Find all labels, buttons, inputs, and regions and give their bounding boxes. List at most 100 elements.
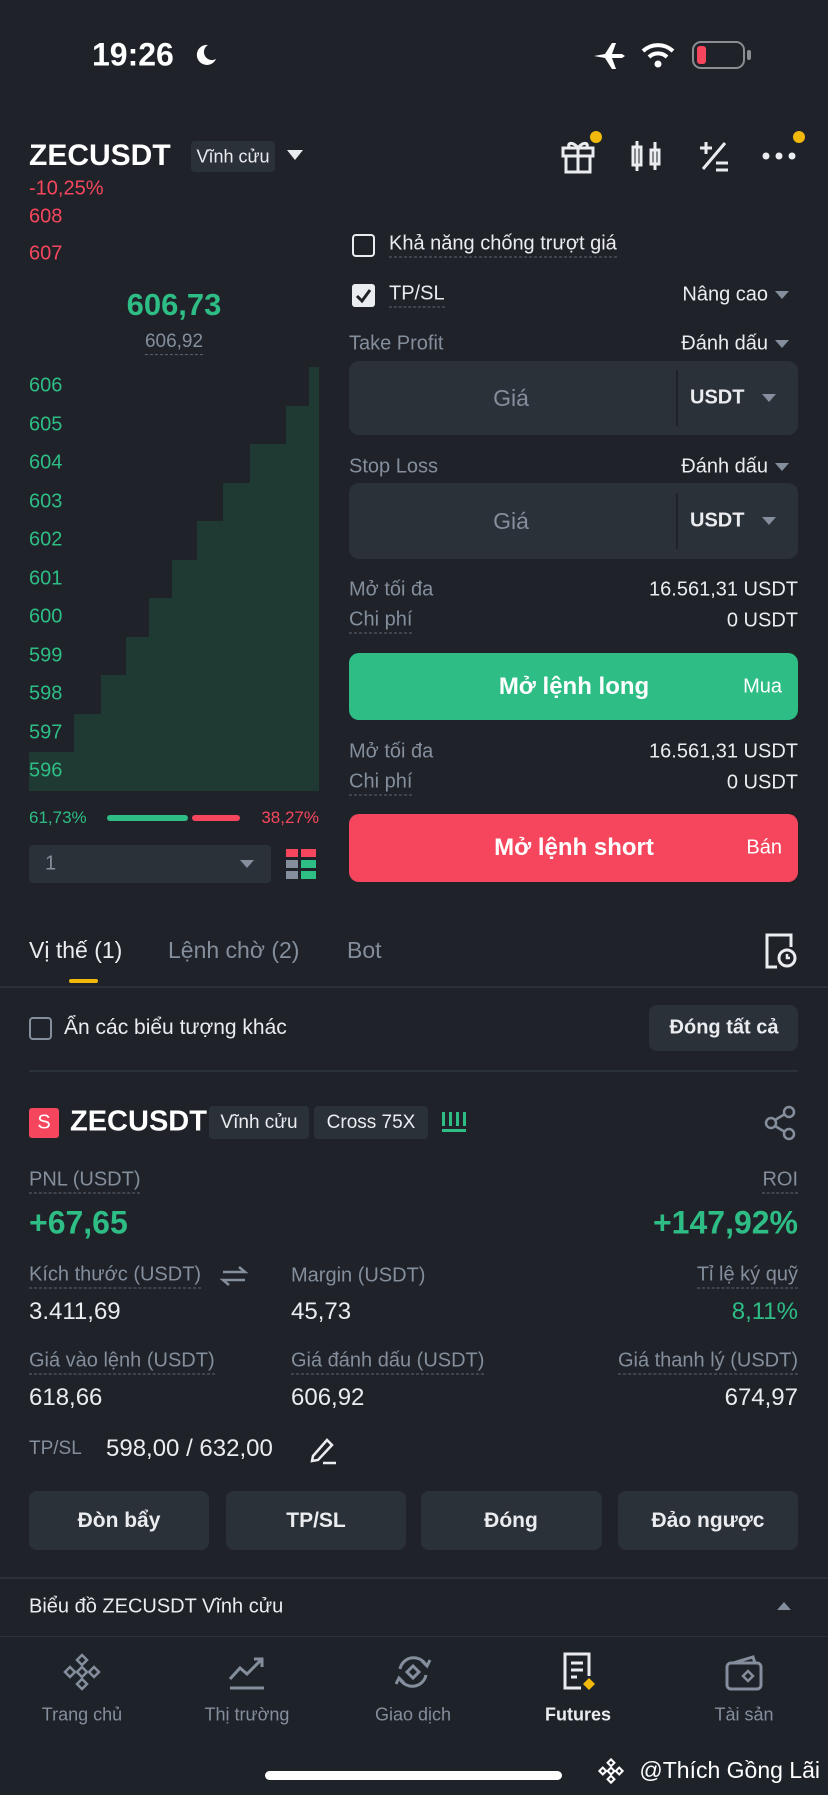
action-label[interactable]: Đảo ngược [651,1508,765,1532]
mark-price: 606,92 [144,331,204,355]
assets-icon[interactable] [725,1655,763,1691]
history-icon[interactable] [765,933,797,969]
tpsl-label: TP/SL [29,1438,82,1460]
share-icon[interactable] [764,1105,796,1141]
futures-icon[interactable] [561,1652,599,1692]
tab[interactable]: Lệnh chờ (2) [168,936,300,963]
edit-icon[interactable] [309,1436,337,1465]
swap-icon[interactable] [219,1266,249,1286]
order-book: 608331,44K6078,92K606,73606,92606102,67K… [0,207,330,797]
advanced-select[interactable]: Nâng cao [682,283,768,306]
more-icon[interactable] [762,152,796,160]
nav-label[interactable]: Futures [544,1704,612,1725]
side-badge-label: S [37,1111,51,1134]
dropdown-arrow [775,291,789,299]
depth-value[interactable]: 1 [45,852,57,875]
ask-price: 607 [29,242,63,265]
depth-bar [74,713,319,753]
markets-icon[interactable] [228,1653,266,1691]
bid-price: 603 [29,490,63,512]
divider [0,1577,828,1579]
unit-select[interactable]: USDT [690,509,745,532]
checkbox[interactable] [352,234,375,257]
tpsl-option[interactable]: TP/SL [389,283,445,308]
checkbox[interactable] [29,1017,52,1040]
stop-loss-input[interactable] [349,483,798,559]
open-long-label[interactable]: Mở lệnh long [498,673,650,701]
roi-value: +147,92% [652,1204,798,1241]
field-value: 3.411,69 [29,1298,121,1326]
depth-select[interactable] [29,845,271,883]
nav-label[interactable]: Thị trường [204,1704,290,1725]
calculator-icon[interactable] [697,139,731,173]
contract-badge [191,141,275,172]
depth-bar [149,598,319,637]
close-button[interactable] [421,1491,602,1550]
action-label[interactable]: Đòn bẩy [77,1508,161,1532]
trigger-select[interactable]: Đánh dấu [681,455,768,478]
take-profit-input[interactable] [349,361,798,435]
sell-ratio: 38,27% [261,808,319,828]
candlestick-icon[interactable] [629,138,663,174]
gift-icon[interactable] [560,138,596,174]
action-label[interactable]: TP/SL [286,1508,346,1532]
checkbox-checked[interactable] [352,284,375,307]
field-value: 606,92 [291,1384,365,1412]
margin-mode-label: Cross 75X [326,1112,416,1134]
leverage-button[interactable] [29,1491,209,1550]
tab[interactable]: Vị thế (1) [29,936,123,963]
tab[interactable]: Bot [347,936,382,963]
input-separator [676,370,678,426]
nav-label[interactable]: Tài sản [714,1704,774,1725]
home-indicator [265,1771,562,1780]
divider [29,1070,798,1072]
side-label[interactable]: Bán [746,836,782,859]
field-label: Margin (USDT) [291,1264,426,1287]
open-short-label[interactable]: Mở lệnh short [494,834,654,862]
close-all-button[interactable] [649,1005,798,1051]
layout-icon[interactable] [286,849,316,879]
tpsl-button[interactable] [226,1491,406,1550]
reverse-button[interactable] [618,1491,798,1550]
nav-label[interactable]: Trang chủ [41,1704,123,1725]
dropdown-arrow [762,517,776,525]
home-icon[interactable] [63,1653,101,1691]
input-separator [676,493,678,549]
open-short-button[interactable] [349,814,798,882]
notification-dot [590,131,602,143]
dropdown-arrow [762,394,776,402]
action-label[interactable]: Đóng [484,1508,538,1532]
side-label[interactable]: Mua [743,675,782,698]
dropdown-arrow[interactable] [287,150,303,162]
buy-ratio: 61,73% [29,808,87,828]
close-all-label[interactable]: Đóng tất cả [669,1016,779,1039]
open-long-button[interactable] [349,653,798,720]
hide-others-label[interactable]: Ẩn các biểu tượng khác [64,1015,287,1039]
bid-price: 598 [29,682,63,705]
dropdown-arrow [775,463,789,471]
chart-section-label[interactable]: Biểu đồ ZECUSDT Vĩnh cửu [29,1595,284,1618]
dropdown-arrow [240,860,254,868]
collapse-arrow[interactable] [777,1602,791,1611]
field-value: 45,73 [291,1298,352,1326]
slippage-option[interactable]: Khả năng chống trượt giá [389,233,617,258]
field-label: Giá thanh lý (USDT) [617,1350,798,1375]
price-placeholder[interactable]: Giá [493,507,529,534]
trigger-select[interactable]: Đánh dấu [681,332,768,355]
sell-ratio-bar [192,815,240,821]
depth-bar [197,521,319,560]
unit-select[interactable]: USDT [690,386,745,409]
field-label: Giá đánh dấu (USDT) [291,1350,485,1375]
symbol[interactable]: ZECUSDT [29,138,171,172]
depth-bar [250,444,319,483]
watermark: @Thích Gồng Lãi [639,1756,820,1783]
nav-label[interactable]: Giao dịch [374,1704,452,1725]
depth-bar [29,752,319,791]
price-placeholder[interactable]: Giá [493,384,529,411]
depth-bar [286,405,319,445]
trade-icon[interactable] [394,1653,432,1691]
pnl-value: +67,65 [29,1204,128,1241]
cost-value: 0 USDT [726,609,798,632]
position-symbol: ZECUSDT [70,1105,207,1138]
